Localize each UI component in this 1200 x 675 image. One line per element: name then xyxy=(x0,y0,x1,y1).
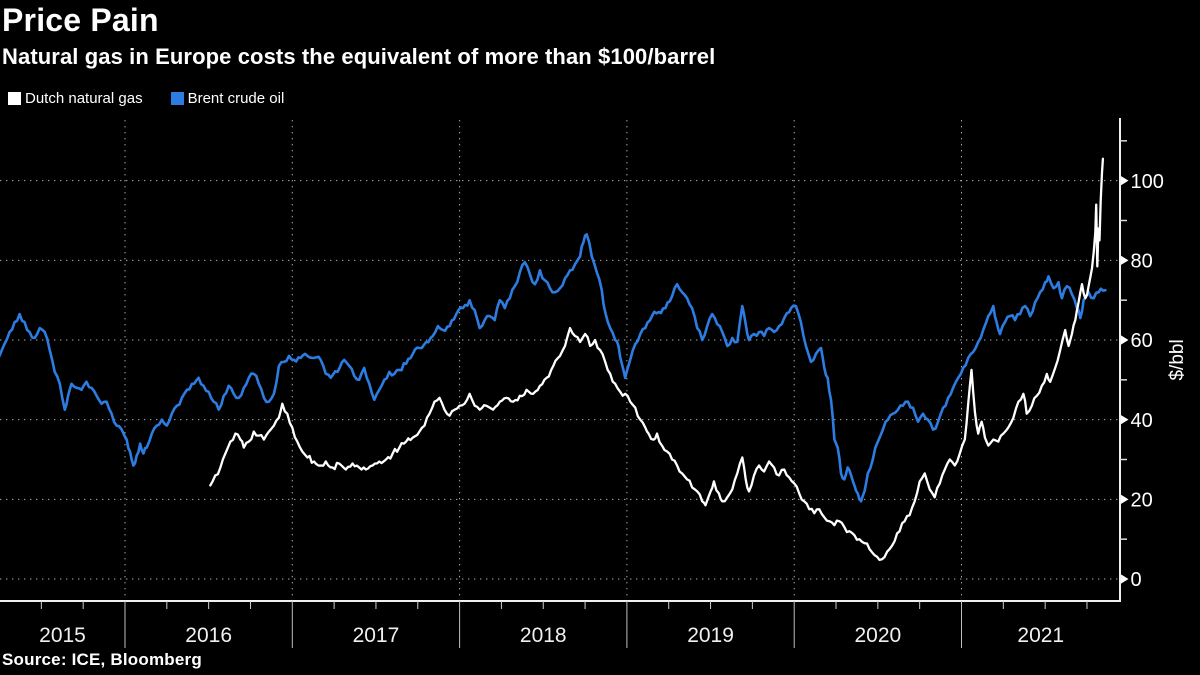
gridlines xyxy=(0,120,1120,601)
legend-swatch-white xyxy=(8,92,21,105)
y-tick-arrow xyxy=(1121,176,1129,186)
x-tick-label: 2016 xyxy=(185,624,232,647)
y-tick-label: 20 xyxy=(1131,490,1153,512)
y-tick-label: 60 xyxy=(1131,330,1153,352)
y-tick-label: 0 xyxy=(1131,569,1142,591)
x-tick-label: 2018 xyxy=(520,624,567,647)
y-tick-label: 100 xyxy=(1131,171,1164,193)
series xyxy=(0,157,1107,562)
source-caption: Source: ICE, Bloomberg xyxy=(2,650,202,669)
legend-swatch-blue xyxy=(170,92,184,105)
x-tick-label: 2015 xyxy=(39,624,86,647)
y-tick-label: 80 xyxy=(1131,251,1153,273)
x-tick-label: 2017 xyxy=(353,624,400,647)
y-tick-arrow xyxy=(1121,255,1129,265)
x-tick-label: 2021 xyxy=(1017,624,1064,647)
y-tick-arrow xyxy=(1121,415,1129,425)
legend-item-brent: Brent crude oil xyxy=(170,90,285,107)
series-brent-crude-oil xyxy=(0,233,1107,503)
y-tick-label: 40 xyxy=(1131,410,1153,432)
y-tick-arrow xyxy=(1121,574,1129,584)
legend: Dutch natural gas Brent crude oil xyxy=(8,90,284,107)
series-dutch-natural-gas xyxy=(209,157,1105,562)
x-tick-label: 2019 xyxy=(687,624,734,647)
y-tick-arrow xyxy=(1121,335,1129,345)
x-tick-label: 2020 xyxy=(854,624,901,647)
legend-item-dutch-gas: Dutch natural gas xyxy=(8,90,143,107)
legend-label-dutch-gas: Dutch natural gas xyxy=(25,90,143,107)
page-title: Price Pain xyxy=(2,2,159,38)
y-axis-unit-label: $/bbl xyxy=(1167,339,1188,380)
y-tick-arrow xyxy=(1121,494,1129,504)
chart-subtitle: Natural gas in Europe costs the equivale… xyxy=(2,44,716,69)
legend-label-brent: Brent crude oil xyxy=(187,90,285,107)
axes: 0 20 40 60 80 100 2015 2016 2017 2018 2019 2020 2021… xyxy=(0,118,1188,648)
